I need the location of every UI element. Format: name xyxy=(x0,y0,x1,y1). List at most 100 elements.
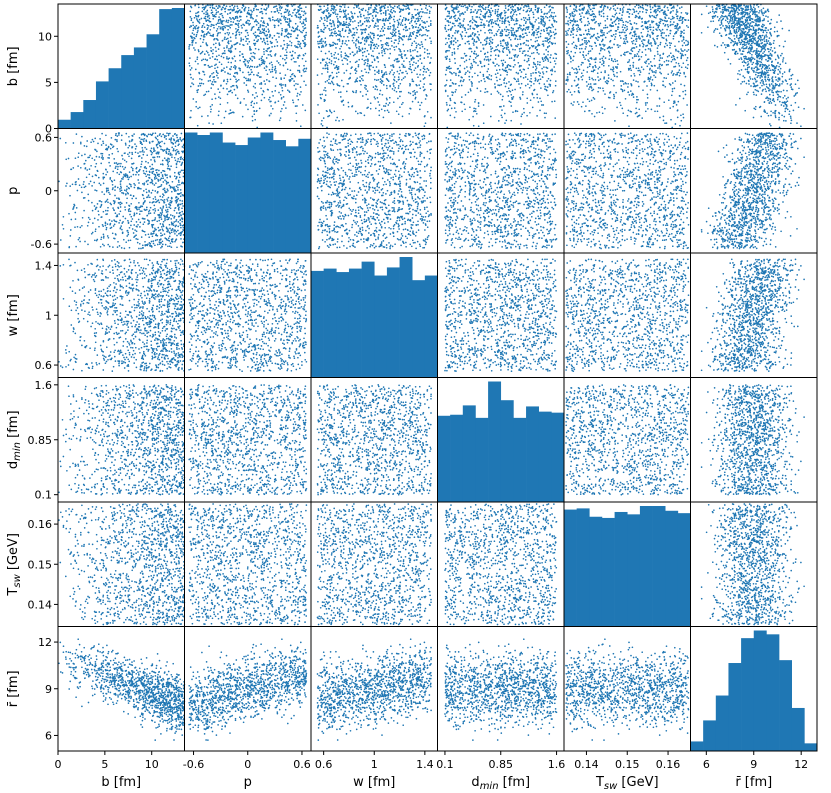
x-tick-label: 1 xyxy=(371,758,378,771)
y-tick-label: 9 xyxy=(45,683,52,696)
hist-bar-dmin-3 xyxy=(475,417,489,502)
scatter-points xyxy=(58,132,186,250)
scatter-points xyxy=(188,384,308,496)
x-tick-label: 0.6 xyxy=(293,758,311,771)
scatter-points xyxy=(565,384,690,496)
hist-bar-rbar-7 xyxy=(779,660,792,751)
y-tick-label: 0 xyxy=(45,123,52,136)
x-tick-label: 9 xyxy=(750,758,757,771)
x-axis-label: b [fm] xyxy=(101,775,141,790)
x-tick-label: 0.6 xyxy=(315,758,333,771)
hist-bar-Tsw-9 xyxy=(677,513,691,627)
x-tick-label: 1.6 xyxy=(548,758,566,771)
hist-bar-dmin-4 xyxy=(488,381,502,502)
panel-rbar-vs-rbar xyxy=(690,626,818,752)
scatter-points xyxy=(58,638,186,741)
scatter-points xyxy=(188,258,308,373)
y-tick-label: 10 xyxy=(38,30,52,43)
hist-bar-w-7 xyxy=(399,257,413,378)
y-tick-label: 12 xyxy=(38,636,52,649)
y-axis-label: dmin [fm] xyxy=(6,410,23,469)
hist-bar-dmin-0 xyxy=(437,415,451,502)
hist-bar-rbar-3 xyxy=(728,663,742,751)
panel-b-vs-rbar xyxy=(690,3,818,129)
panel-p-vs-Tsw xyxy=(563,128,691,254)
hist-bar-dmin-9 xyxy=(551,412,565,502)
y-tick-label: 0.16 xyxy=(28,518,53,531)
hist-bar-rbar-0 xyxy=(690,741,704,751)
panel-Tsw-vs-w xyxy=(310,501,438,627)
scatter-points xyxy=(188,638,308,741)
panel-p-vs-b xyxy=(57,128,186,254)
x-axis-label: w [fm] xyxy=(353,775,395,790)
scatter-points xyxy=(444,132,558,250)
panel-dmin-vs-Tsw xyxy=(563,377,691,503)
hist-bar-rbar-8 xyxy=(791,707,805,751)
y-tick-label: -0.6 xyxy=(31,238,52,251)
x-tick-label: 5 xyxy=(101,758,108,771)
scatter-points xyxy=(700,503,805,626)
hist-bar-Tsw-5 xyxy=(627,514,641,627)
y-axis-label: w [fm] xyxy=(6,294,21,336)
panel-b-vs-p xyxy=(184,3,312,129)
panel-p-vs-p xyxy=(184,128,312,254)
scatter-points xyxy=(58,503,186,626)
hist-bar-w-4 xyxy=(361,261,375,378)
y-tick-label: 0.6 xyxy=(35,359,53,372)
x-tick-label: 6 xyxy=(703,758,710,771)
hist-bar-Tsw-1 xyxy=(576,508,590,627)
x-tick-label: 0.14 xyxy=(574,758,599,771)
scatter-points xyxy=(316,638,432,741)
hist-bar-rbar-6 xyxy=(766,634,780,751)
panel-Tsw-vs-b xyxy=(57,501,186,627)
y-axis-label: Tsw [GeV] xyxy=(6,533,23,597)
hist-bar-Tsw-4 xyxy=(614,511,628,627)
hist-bar-p-2 xyxy=(209,132,223,253)
hist-bar-Tsw-3 xyxy=(601,517,615,627)
y-tick-label: 1.6 xyxy=(35,379,53,392)
scatter-points xyxy=(58,384,186,496)
panel-b-vs-b xyxy=(57,3,185,129)
scatter-points xyxy=(188,3,308,129)
scatter-points xyxy=(700,258,805,373)
hist-bar-rbar-1 xyxy=(703,720,717,751)
panel-rbar-vs-b xyxy=(57,626,186,752)
scatter-points xyxy=(565,132,690,250)
hist-bar-p-0 xyxy=(184,132,198,253)
panel-Tsw-vs-dmin xyxy=(437,501,565,627)
y-tick-label: 0.15 xyxy=(28,558,53,571)
hist-bar-b-4 xyxy=(108,68,122,129)
hist-bar-p-3 xyxy=(222,142,236,253)
scatter-points xyxy=(316,3,432,129)
panel-w-vs-rbar xyxy=(690,252,818,378)
hist-bar-Tsw-8 xyxy=(665,510,679,627)
hist-bar-dmin-2 xyxy=(462,405,476,502)
x-tick-label: 0.16 xyxy=(656,758,681,771)
scatter-points xyxy=(444,258,558,373)
panel-dmin-vs-b xyxy=(57,377,186,503)
hist-bar-b-6 xyxy=(133,47,147,129)
hist-bar-Tsw-6 xyxy=(639,506,653,627)
scatter-points xyxy=(565,638,690,741)
panel-w-vs-p xyxy=(184,252,312,378)
hist-bar-Tsw-0 xyxy=(564,509,577,627)
hist-bar-w-2 xyxy=(336,272,350,378)
panel-w-vs-w xyxy=(310,252,438,378)
panel-dmin-vs-p xyxy=(184,377,312,503)
hist-bar-rbar-2 xyxy=(715,695,729,751)
x-tick-label: 0 xyxy=(244,758,251,771)
x-tick-label: 12 xyxy=(794,758,808,771)
scatter-points xyxy=(444,503,558,626)
x-tick-label: -0.6 xyxy=(183,758,204,771)
hist-bar-rbar-5 xyxy=(753,630,767,751)
hist-bar-b-7 xyxy=(146,34,160,129)
hist-bar-b-8 xyxy=(159,9,173,129)
panel-rbar-vs-Tsw xyxy=(563,626,691,752)
hist-bar-dmin-5 xyxy=(500,400,514,502)
x-tick-label: 0.15 xyxy=(615,758,640,771)
scatter-points xyxy=(700,132,805,250)
hist-bar-b-9 xyxy=(171,8,185,129)
hist-bar-p-9 xyxy=(298,138,312,253)
y-tick-label: 0.6 xyxy=(35,131,53,144)
y-axis-label: b [fm] xyxy=(6,46,21,86)
